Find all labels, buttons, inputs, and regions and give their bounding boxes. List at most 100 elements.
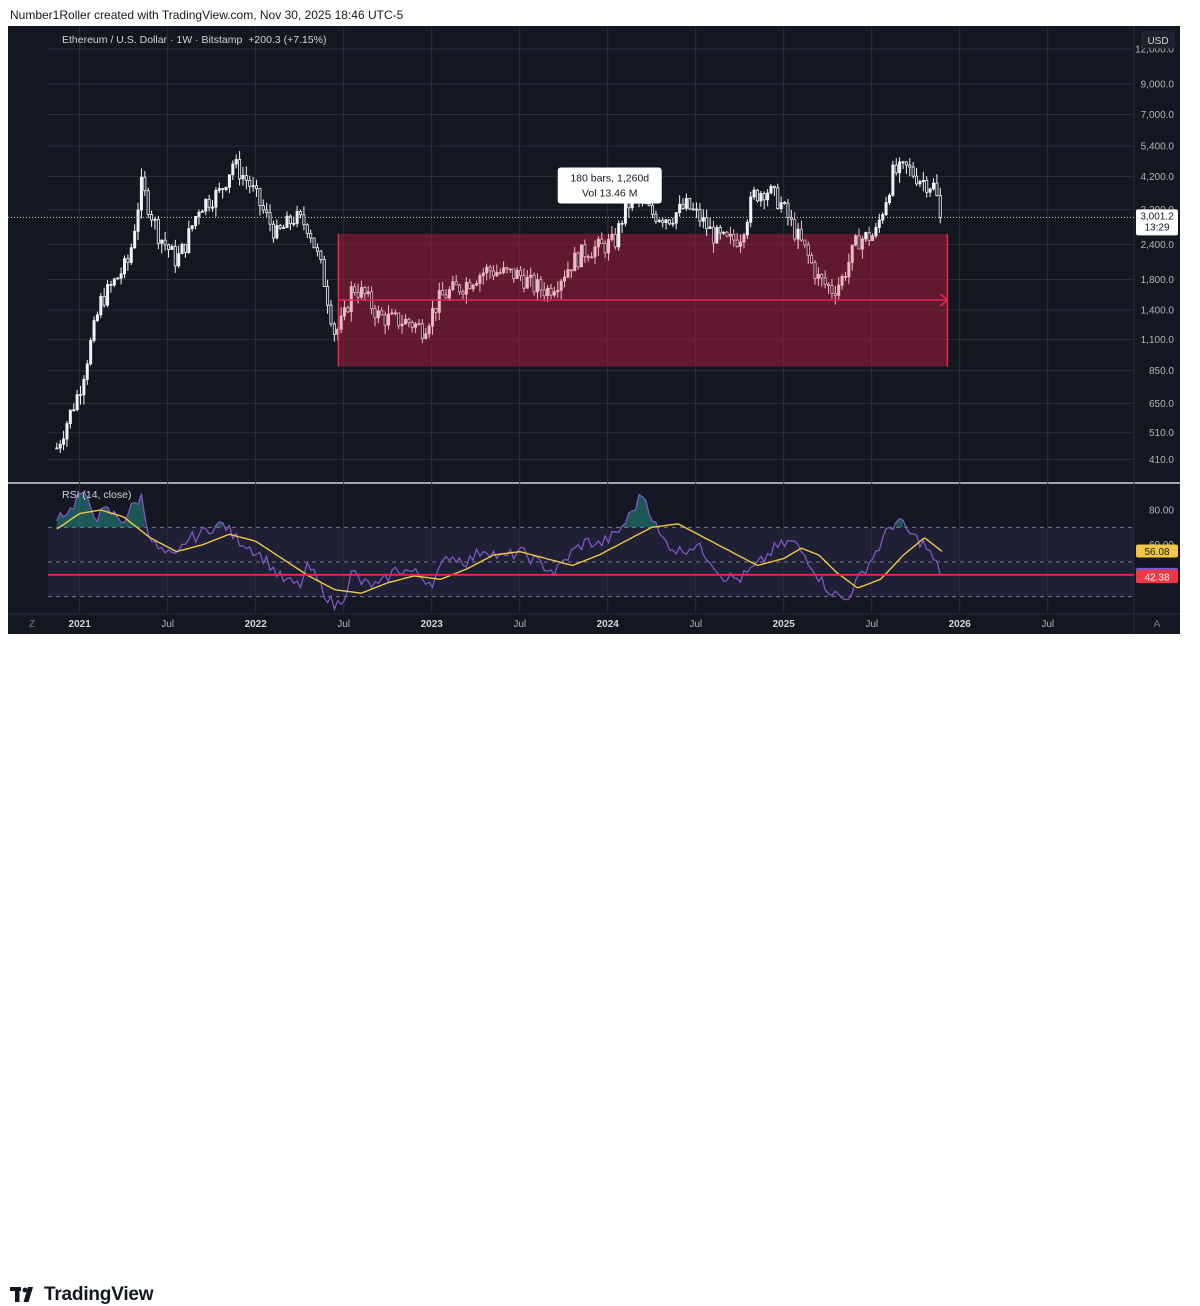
- candle-body: [769, 185, 773, 194]
- candle-body: [607, 238, 611, 254]
- auto-scale-button[interactable]: A: [1154, 619, 1161, 630]
- time-tick-label: 2025: [773, 619, 796, 630]
- candle-body: [315, 247, 319, 252]
- candle-body: [75, 394, 79, 411]
- currency-badge[interactable]: USD: [1141, 31, 1175, 49]
- candle-body: [231, 163, 235, 176]
- candle-body: [197, 211, 201, 217]
- rsi-value-badge-label: 56.08: [1144, 547, 1169, 558]
- candle-body: [183, 243, 187, 253]
- candle-body: [400, 323, 404, 327]
- candle-body: [353, 286, 357, 293]
- candle-body: [180, 243, 184, 255]
- z-icon: Z: [29, 619, 35, 630]
- candle-body: [806, 244, 810, 256]
- candle-body: [424, 333, 428, 340]
- last-price-badge[interactable]: 3,001.2 13:29: [1136, 209, 1178, 236]
- auto-icon: A: [1154, 619, 1161, 630]
- chart-frame[interactable]: 12,000.09,000.07,000.05,400.04,200.03,20…: [8, 26, 1180, 634]
- candle-body: [613, 233, 617, 248]
- candle-body: [772, 185, 776, 189]
- candle-body: [776, 187, 780, 209]
- candle-body: [194, 216, 198, 227]
- candle-body: [359, 286, 363, 298]
- candle-body: [854, 235, 858, 246]
- candle-body: [603, 243, 607, 254]
- candle-body: [207, 198, 211, 208]
- candle-body: [552, 291, 556, 296]
- candle-body: [153, 218, 157, 221]
- candle-body: [813, 262, 817, 279]
- candle-body: [833, 292, 837, 296]
- candle-body: [752, 189, 756, 198]
- measure-volume-label: Vol 13.46 M: [582, 187, 637, 199]
- candle-body: [935, 182, 939, 196]
- candle-body: [143, 176, 147, 192]
- candle-body: [810, 254, 814, 264]
- price-tick-label: 650.0: [1149, 399, 1174, 410]
- candle-body: [410, 322, 414, 328]
- tradingview-logo[interactable]: TradingView: [10, 1284, 154, 1306]
- candle-body: [498, 272, 502, 274]
- candle-body: [288, 215, 292, 225]
- price-tick-label: 12,000.0: [1135, 44, 1174, 55]
- candle-body: [539, 279, 543, 291]
- candle-body: [688, 198, 692, 210]
- candle-body: [921, 179, 925, 182]
- time-tick-label: 2021: [69, 619, 92, 630]
- candle-body: [874, 227, 878, 237]
- measure-bars-label: 180 bars, 1,260d: [570, 172, 649, 184]
- candle-body: [329, 304, 333, 325]
- candle-body: [211, 206, 215, 209]
- candle-body: [265, 209, 269, 213]
- candle-body: [887, 194, 891, 203]
- candle-body: [339, 315, 343, 330]
- candle-body: [488, 266, 492, 272]
- candle-body: [139, 176, 143, 211]
- time-tick-label: 2023: [421, 619, 444, 630]
- candle-body: [133, 230, 137, 249]
- candle-body: [508, 268, 512, 271]
- candle-body: [708, 226, 712, 230]
- price-tick-label: 1,800.0: [1141, 275, 1175, 286]
- candle-body: [241, 175, 245, 180]
- time-tick-label: 2022: [245, 619, 268, 630]
- time-axis[interactable]: 2021 Jul 2022 Jul 2023 Jul 2024 Jul 2025 Jul 2026 J…: [69, 619, 1055, 630]
- candle-body: [285, 215, 289, 228]
- candle-body: [373, 308, 377, 319]
- rsi-ma-line: [56, 509, 943, 594]
- candle-body: [319, 250, 323, 260]
- candle-body: [451, 281, 455, 291]
- candle-body: [458, 284, 462, 293]
- candle-body: [92, 320, 96, 341]
- candle-body: [864, 232, 868, 240]
- candle-body: [420, 323, 424, 340]
- candle-body: [343, 307, 347, 317]
- candle-body: [126, 258, 130, 263]
- candle-body: [217, 188, 221, 191]
- candle-body: [72, 409, 76, 412]
- candle-body: [820, 273, 824, 279]
- candle-body: [99, 296, 103, 316]
- candle-body: [593, 246, 597, 258]
- candle-body: [610, 233, 614, 240]
- candle-body: [461, 291, 465, 295]
- candle-body: [654, 213, 658, 222]
- candle-body: [200, 210, 204, 213]
- price-tick-label: 5,400.0: [1141, 142, 1175, 153]
- candle-body: [468, 281, 472, 290]
- timezone-button[interactable]: Z: [29, 619, 35, 630]
- candle-body: [475, 283, 479, 286]
- measure-lines[interactable]: [337, 233, 949, 367]
- rsi-layer: [48, 491, 1134, 612]
- measure-label-box[interactable]: 180 bars, 1,260d Vol 13.46 M: [557, 167, 662, 204]
- price-tick-label: 2,400.0: [1141, 240, 1175, 251]
- candle-body: [667, 219, 671, 225]
- candle-body: [522, 275, 526, 289]
- candle-body: [867, 232, 871, 242]
- chart-svg[interactable]: 12,000.09,000.07,000.05,400.04,200.03,20…: [8, 26, 1180, 634]
- candle-body: [816, 273, 820, 279]
- candle-body: [65, 423, 69, 440]
- candle-body: [89, 340, 93, 365]
- time-tick-label: Jul: [689, 619, 702, 630]
